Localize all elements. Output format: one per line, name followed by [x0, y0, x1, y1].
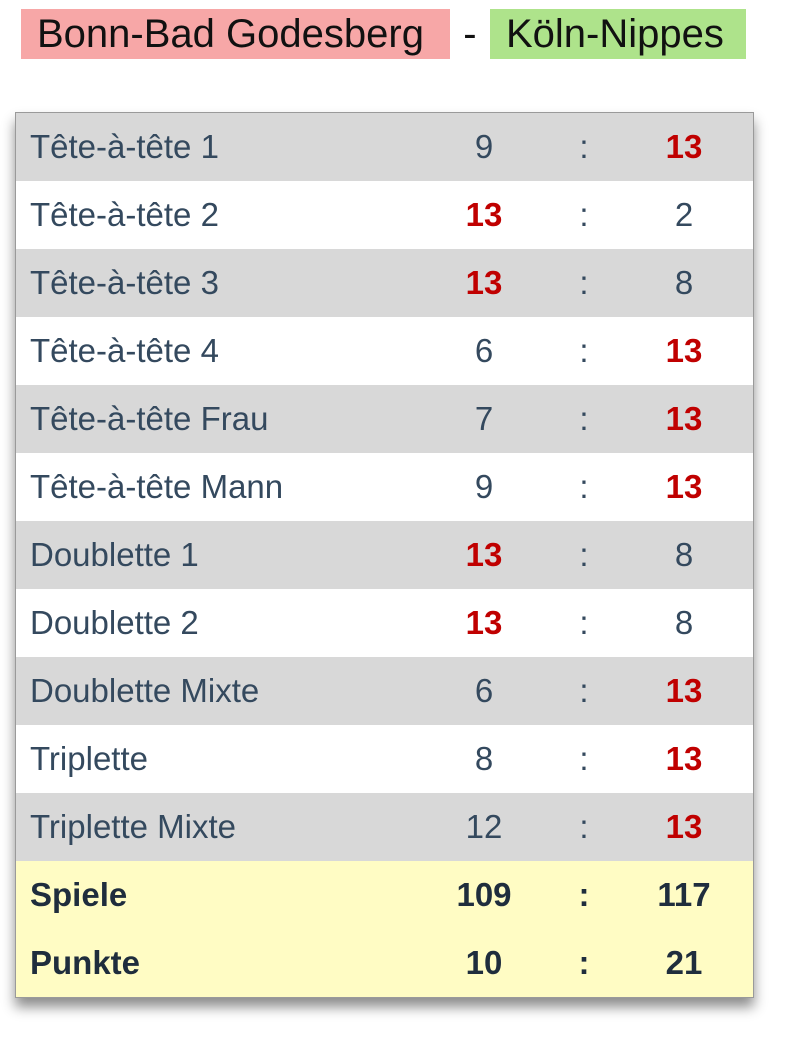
total-row: Punkte 10: 21 — [16, 929, 753, 997]
row-label: Spiele — [30, 876, 128, 913]
away-score: 13 — [665, 808, 703, 845]
game-row: Tête-à-tête 2 13: 2 — [16, 181, 753, 249]
game-row: Tête-à-tête 4 6: 13 — [16, 317, 753, 385]
home-score: 10 — [465, 944, 503, 981]
score-colon: : — [579, 264, 589, 301]
home-score: 13 — [465, 604, 503, 641]
row-label: Doublette 1 — [30, 536, 199, 573]
away-score: 13 — [665, 740, 703, 777]
score-colon: : — [579, 808, 589, 845]
row-label: Tête-à-tête 4 — [30, 332, 219, 369]
score-colon: : — [579, 740, 589, 777]
game-row: Triplette Mixte 12: 13 — [16, 793, 753, 861]
score-colon: : — [579, 536, 589, 573]
row-label: Tête-à-tête 3 — [30, 264, 219, 301]
away-score: 13 — [665, 672, 703, 709]
home-score: 6 — [474, 332, 494, 369]
row-label: Triplette — [30, 740, 148, 777]
away-score: 8 — [674, 536, 694, 573]
home-score: 109 — [456, 876, 512, 913]
row-label: Doublette Mixte — [30, 672, 260, 709]
row-label: Tête-à-tête 2 — [30, 196, 219, 233]
row-label: Tête-à-tête Frau — [30, 400, 269, 437]
away-score: 13 — [665, 468, 703, 505]
match-header: Bonn-Bad Godesberg - Köln-Nippes — [21, 8, 746, 60]
game-row: Tête-à-tête Mann 9: 13 — [16, 453, 753, 521]
game-row: Doublette 1 13: 8 — [16, 521, 753, 589]
score-colon: : — [579, 196, 589, 233]
row-label: Tête-à-tête Mann — [30, 468, 284, 505]
home-score: 13 — [465, 196, 503, 233]
game-row: Tête-à-tête 1 9: 13 — [16, 113, 753, 181]
home-score: 13 — [465, 536, 503, 573]
score-colon: : — [579, 332, 589, 369]
score-colon: : — [579, 468, 589, 505]
away-score: 13 — [665, 400, 703, 437]
game-row: Doublette Mixte 6: 13 — [16, 657, 753, 725]
home-score: 13 — [465, 264, 503, 301]
team-separator: - — [463, 12, 477, 56]
away-team-name: Köln-Nippes — [489, 9, 746, 59]
score-colon: : — [578, 944, 590, 981]
game-row: Triplette 8: 13 — [16, 725, 753, 793]
row-label: Tête-à-tête 1 — [30, 128, 219, 165]
row-label: Doublette 2 — [30, 604, 199, 641]
score-colon: : — [579, 400, 589, 437]
game-row: Tête-à-tête Frau 7: 13 — [16, 385, 753, 453]
home-score: 9 — [474, 128, 494, 165]
away-score: 2 — [674, 196, 694, 233]
away-score: 117 — [657, 876, 711, 913]
home-score: 7 — [474, 400, 494, 437]
away-score: 8 — [674, 604, 694, 641]
away-score: 13 — [665, 128, 703, 165]
total-row: Spiele 109: 117 — [16, 861, 753, 929]
game-row: Tête-à-tête 3 13: 8 — [16, 249, 753, 317]
score-colon: : — [578, 876, 590, 913]
away-score: 13 — [665, 332, 703, 369]
home-score: 12 — [465, 808, 503, 845]
row-label: Triplette Mixte — [30, 808, 236, 845]
home-team-name: Bonn-Bad Godesberg — [21, 9, 450, 59]
home-score: 9 — [474, 468, 494, 505]
score-colon: : — [579, 128, 589, 165]
away-score: 21 — [665, 944, 703, 981]
score-colon: : — [579, 604, 589, 641]
home-score: 6 — [474, 672, 494, 709]
score-colon: : — [579, 672, 589, 709]
row-label: Punkte — [30, 944, 141, 981]
game-row: Doublette 2 13: 8 — [16, 589, 753, 657]
results-table: Tête-à-tête 1 9:13 Tête-à-tête 2 13:2 Tête-à… — [15, 112, 754, 998]
home-score: 8 — [474, 740, 494, 777]
away-score: 8 — [674, 264, 694, 301]
